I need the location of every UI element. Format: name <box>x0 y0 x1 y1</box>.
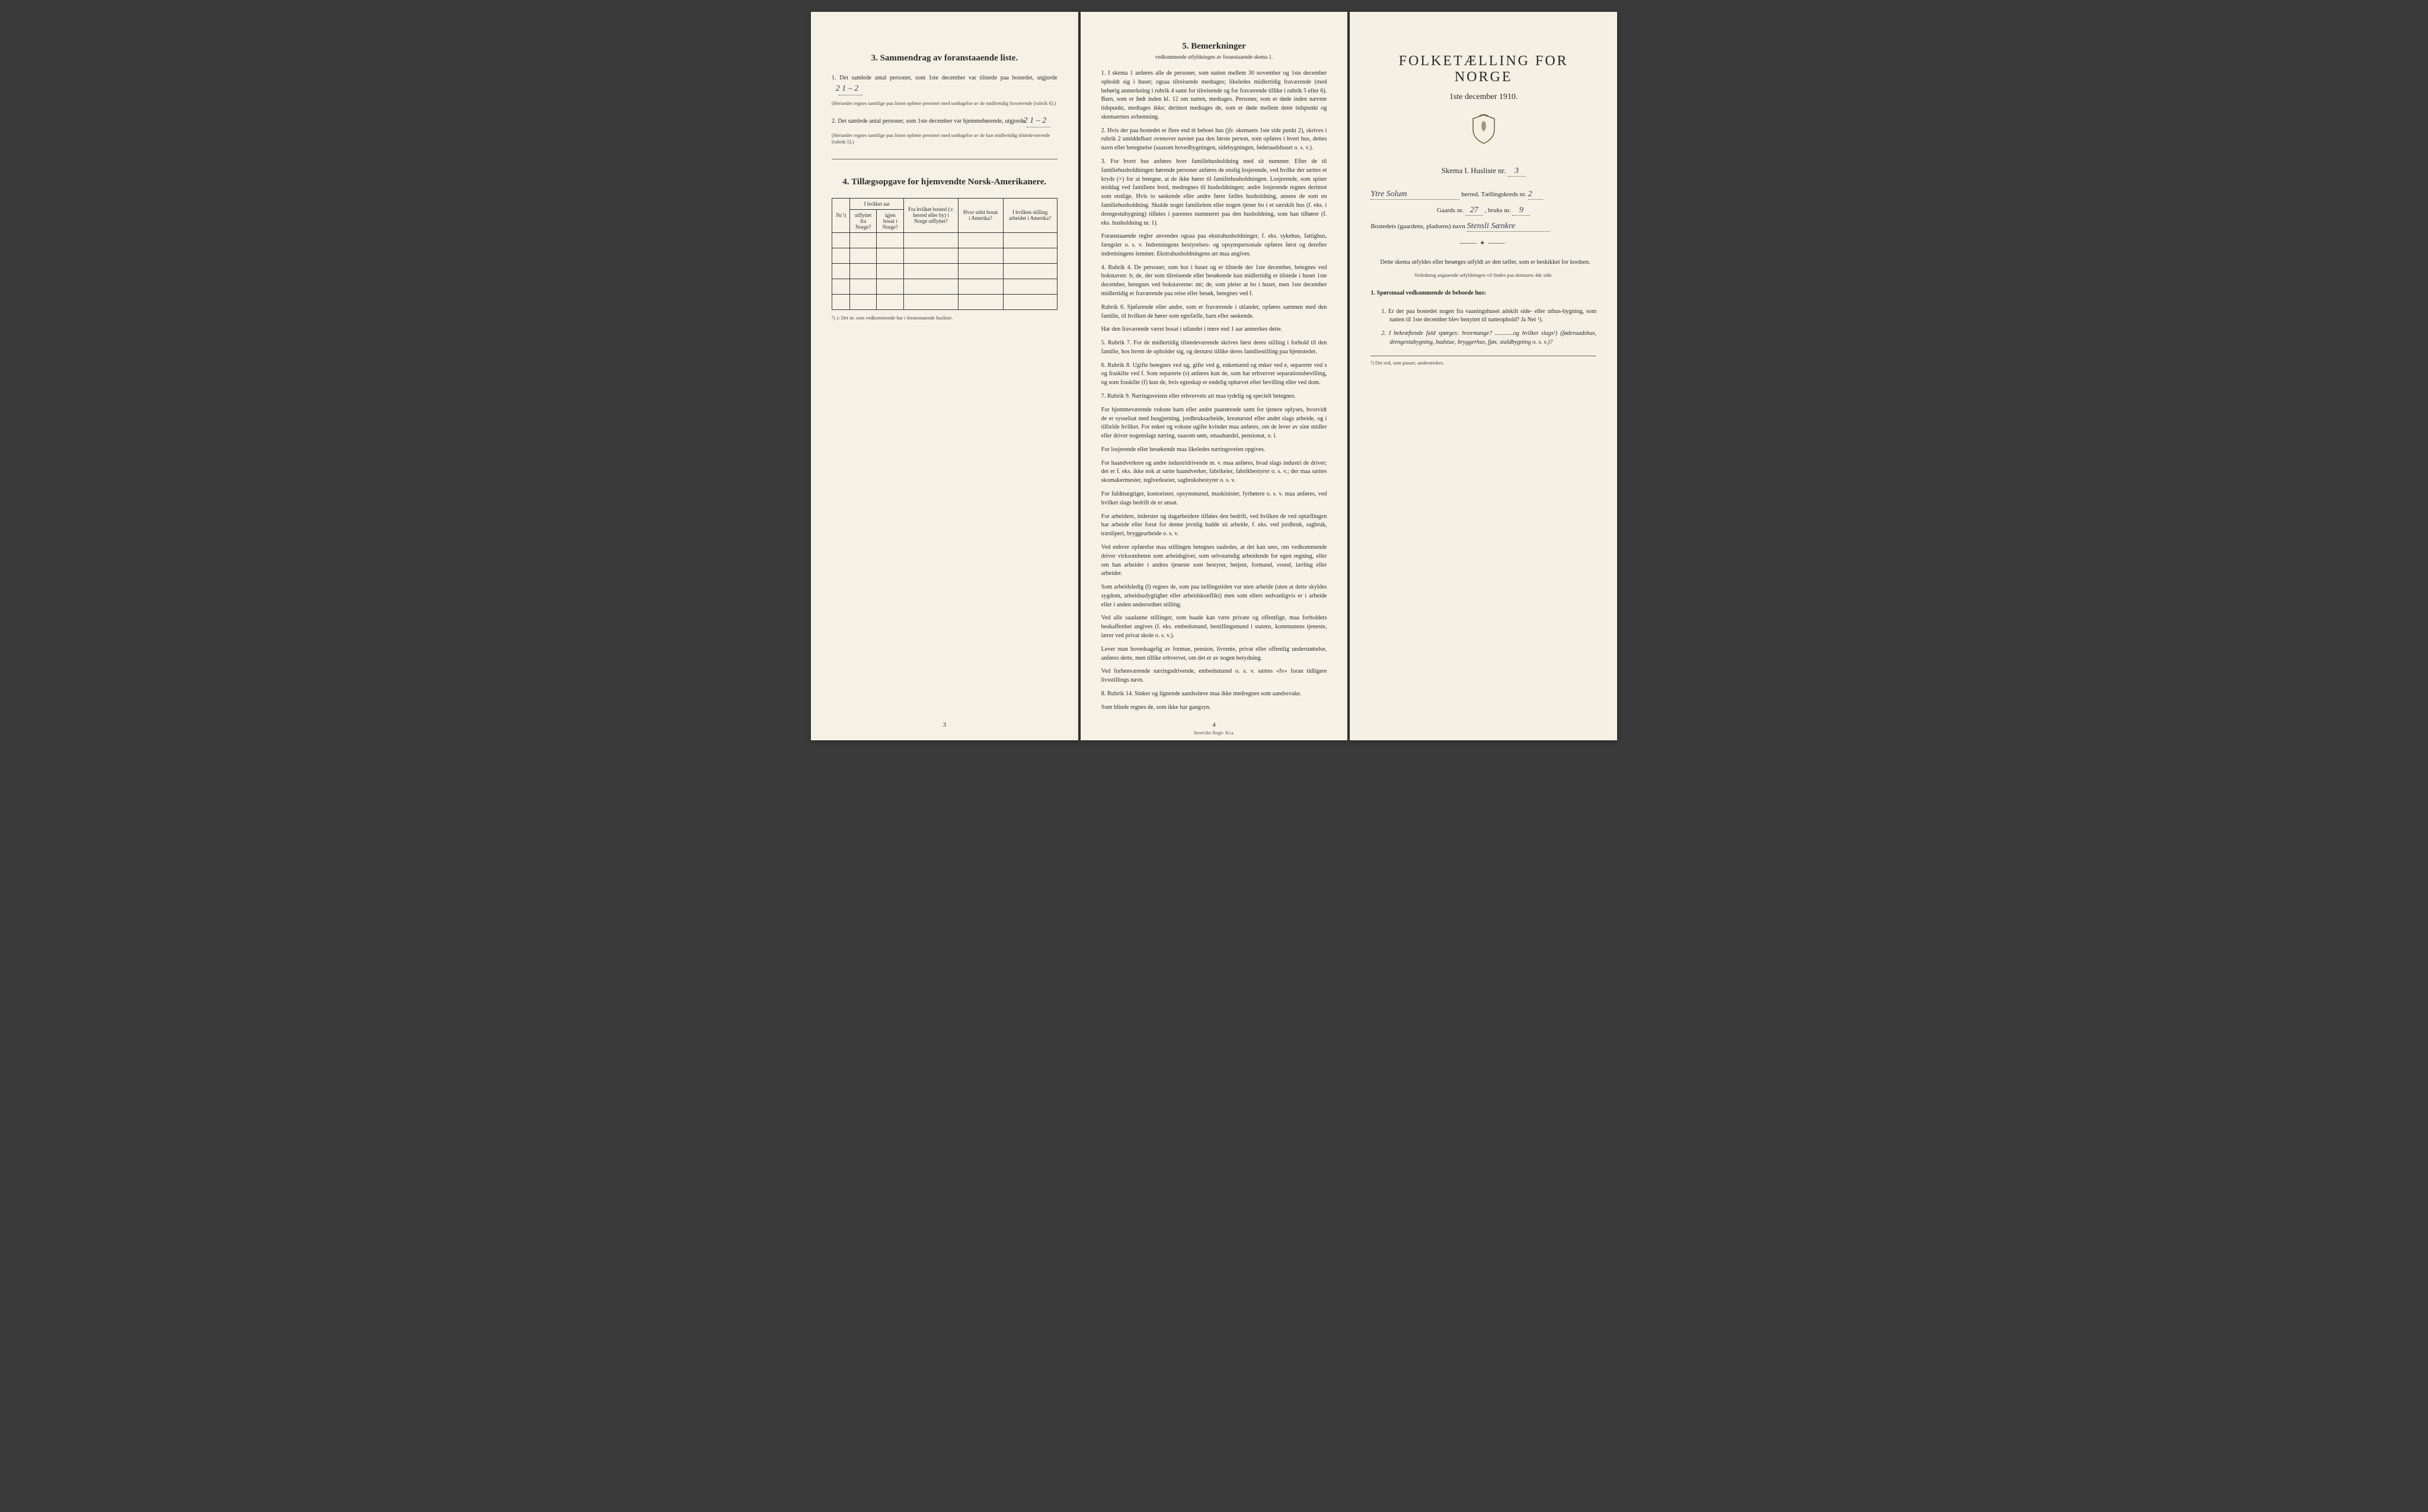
remark-item: For arbeidere, inderster og dagarbeidere… <box>1101 513 1327 539</box>
gaards-line: Gaards nr. 27 , bruks nr. 9 <box>1370 206 1596 216</box>
th-nr: Nr.¹) <box>832 198 850 232</box>
remark-item: Som arbeidsledig (l) regnes de, som paa … <box>1101 583 1327 609</box>
remark-item: 6. Rubrik 8. Ugifte betegnes ved ug, gif… <box>1101 362 1327 388</box>
questions-list: 1. Er der paa bostedet nogen fra vaaning… <box>1381 308 1596 347</box>
remark-item: Ved alle saadanne stillinger, som baade … <box>1101 614 1327 640</box>
item1-note: (Herunder regnes samtlige paa listen opf… <box>832 100 1058 107</box>
page-4: 5. Bemerkninger vedkommende utfyldningen… <box>1081 12 1348 740</box>
page-number-4: 4 <box>1212 721 1216 728</box>
remark-item: For losjerende eller besøkende maa likel… <box>1101 446 1327 455</box>
intro-text: Dette skema utfyldes eller besørges utfy… <box>1370 258 1596 267</box>
remark-item: 4. Rubrik 4. De personer, som bor i huse… <box>1101 264 1327 299</box>
summary-item-2: 2. Det samlede antal personer, som 1ste … <box>839 115 1058 127</box>
remark-item: Foranstaaende regler anvendes ogsaa paa … <box>1101 232 1327 258</box>
th-bosted: Fra hvilket bosted (ɔ: herred eller by) … <box>904 198 958 232</box>
table-row <box>832 279 1058 294</box>
table-row <box>832 294 1058 309</box>
table-row <box>832 232 1058 248</box>
item2-note: (Herunder regnes samtlige paa listen opf… <box>832 132 1058 145</box>
census-document: 3. Sammendrag av foranstaaende liste. 1.… <box>811 12 1617 740</box>
th-aar-group: I hvilket aar <box>850 198 904 209</box>
remark-item: Har den fraværende været bosat i utlande… <box>1101 325 1327 334</box>
remark-item: Ved enhver opførelse maa stillingen bete… <box>1101 544 1327 578</box>
coat-of-arms-icon <box>1370 114 1596 149</box>
section3-title: 3. Sammendrag av foranstaaende liste. <box>832 53 1058 63</box>
remark-item: For haandverkere og andre industridriven… <box>1101 459 1327 485</box>
page-title-page: FOLKETÆLLING FOR NORGE 1ste december 191… <box>1350 12 1617 740</box>
bruks-label: , bruks nr. <box>1485 207 1511 214</box>
bruks-nr: 9 <box>1512 206 1530 216</box>
husliste-nr: 3 <box>1508 167 1526 177</box>
remark-item: 2. Hvis der paa bostedet er flere end ét… <box>1101 127 1327 153</box>
document-date: 1ste december 1910. <box>1370 92 1596 102</box>
table-row <box>832 248 1058 263</box>
remark-item: Rubrik 6. Sjøfarende eller andre, som er… <box>1101 303 1327 321</box>
herred-line: Ytre Solum herred. Tællingskreds nr. 2 <box>1370 190 1596 200</box>
summary-item-1: 1. Det samlede antal personer, som 1ste … <box>839 74 1058 95</box>
document-title: FOLKETÆLLING FOR NORGE <box>1370 53 1596 85</box>
intro-sub: Veiledning angaaende utfyldningen vil fi… <box>1370 272 1596 279</box>
table-row <box>832 263 1058 279</box>
remark-item: Lever man hovedsagelig av formue, pensio… <box>1101 645 1327 663</box>
remark-item: For fuldmægtiger, kontorister, opsynsmæn… <box>1101 490 1327 508</box>
skema-line: Skema I. Husliste nr. 3 <box>1370 166 1596 177</box>
section4-title: 4. Tillægsopgave for hjemvendte Norsk-Am… <box>832 177 1058 187</box>
remark-item: 1. I skema 1 anføres alle de personer, s… <box>1101 69 1327 122</box>
page-3: 3. Sammendrag av foranstaaende liste. 1.… <box>811 12 1078 740</box>
th-amerika: Hvor sidst bosat i Amerika? <box>958 198 1003 232</box>
remark-item: 3. For hvert hus anføres hver familiehus… <box>1101 158 1327 228</box>
item2-value: 2 1 – 2 <box>1027 115 1050 127</box>
remark-item: 5. Rubrik 7. For de midlertidig tilstede… <box>1101 339 1327 357</box>
th-utflyttet: utflyttet fra Norge? <box>850 209 877 232</box>
footnote: ¹) Det ord, som passer, understrekes. <box>1370 360 1596 366</box>
remark-item: 7. Rubrik 9. Næringsveiens eller erhverv… <box>1101 392 1327 401</box>
remarks-list: 1. I skema 1 anføres alle de personer, s… <box>1101 69 1327 712</box>
item2-text: 2. Det samlede antal personer, som 1ste … <box>832 118 1025 124</box>
bosted-value: Stensli Sænkre <box>1467 222 1550 232</box>
bosted-label: Bostedets (gaardens, pladsens) navn <box>1370 223 1465 230</box>
remark-item: For hjemmeværende voksne barn eller andr… <box>1101 406 1327 441</box>
bosted-line: Bostedets (gaardens, pladsens) navn Sten… <box>1370 222 1596 232</box>
gaards-label: Gaards nr. <box>1437 207 1464 214</box>
remark-item: 8. Rubrik 14. Sinker og lignende aandssl… <box>1101 690 1327 699</box>
table-footnote: ¹) ɔ: Det nr. som vedkommende har i fora… <box>832 315 1058 321</box>
kreds-nr: 2 <box>1528 190 1543 200</box>
page-number-3: 3 <box>943 721 947 728</box>
question-2: 2. I bekræftende fald spørges: hvormange… <box>1389 330 1596 347</box>
herred-value: Ytre Solum <box>1370 190 1459 200</box>
herred-label: herred. Tællingskreds nr. <box>1461 191 1526 198</box>
questions-header: 1. Spørsmaal vedkommende de beboede hus: <box>1370 289 1596 298</box>
section5-subtitle: vedkommende utfyldningen av foranstaaend… <box>1101 54 1327 60</box>
th-bosat: igjen bosat i Norge? <box>877 209 904 232</box>
item1-text: 1. Det samlede antal personer, som 1ste … <box>832 75 1058 81</box>
amerikanere-table: Nr.¹) I hvilket aar Fra hvilket bosted (… <box>832 198 1058 310</box>
ornament-icon: ⸻✦⸻ <box>1370 238 1596 248</box>
printer-mark: Steen'ske Bogtr. Kr.a. <box>1193 730 1234 736</box>
item1-value: 2 1 – 2 <box>839 83 862 95</box>
skema-label: Skema I. Husliste nr. <box>1442 166 1506 175</box>
remark-item: Ved forhenværende næringsdrivende, embed… <box>1101 667 1327 685</box>
question-1: 1. Er der paa bostedet nogen fra vaaning… <box>1389 308 1596 325</box>
section5-title: 5. Bemerkninger <box>1101 41 1327 52</box>
gaards-nr: 27 <box>1465 206 1483 216</box>
table-body <box>832 232 1058 309</box>
th-stilling: I hvilken stilling arbeidet i Amerika? <box>1003 198 1057 232</box>
remark-item: Som blinde regnes de, som ikke har gangs… <box>1101 704 1327 712</box>
